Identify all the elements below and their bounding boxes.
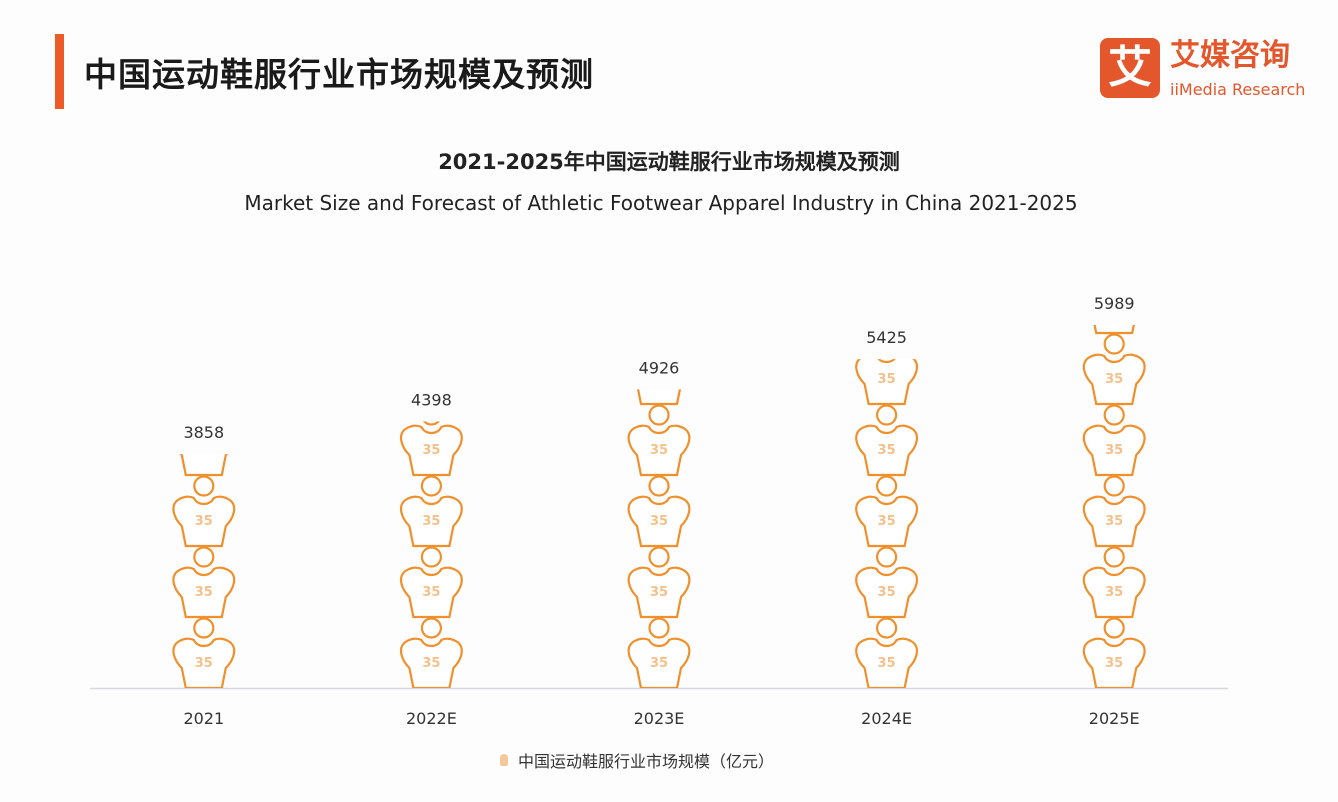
t-shirt-icon: 35 (627, 495, 691, 548)
circle-icon (875, 546, 898, 568)
t-shirt-icon: 35 (399, 566, 463, 619)
svg-text:35: 35 (878, 443, 896, 458)
logo-name-en: iiMedia Research (1170, 80, 1306, 99)
t-shirt-icon: 35 (399, 424, 463, 477)
t-shirt-icon: 35 (172, 495, 236, 548)
bar-2021: 35 35 35 (172, 454, 236, 688)
logo-mark: 艾 (1100, 38, 1160, 98)
data-label: 4398 (411, 390, 452, 409)
svg-text:35: 35 (1105, 656, 1123, 671)
t-shirt-icon: 35 (399, 637, 463, 688)
t-shirt-icon: 35 (627, 424, 691, 477)
svg-text:35: 35 (422, 585, 440, 600)
svg-text:35: 35 (650, 656, 668, 671)
svg-text:35: 35 (650, 443, 668, 458)
t-shirt-icon: 35 (1082, 424, 1146, 477)
circle-icon (1103, 475, 1125, 497)
x-tick-label: 2022E (406, 709, 457, 728)
t-shirt-icon: 35 (627, 637, 691, 688)
svg-text:35: 35 (878, 514, 896, 529)
circle-icon (1103, 617, 1125, 639)
svg-text:35: 35 (878, 585, 896, 600)
t-shirt-icon: 35 (855, 566, 919, 619)
circle-icon (875, 404, 898, 426)
t-shirt-icon: 35 (627, 566, 691, 619)
t-shirt-icon: 35 (855, 637, 919, 688)
svg-text:35: 35 (650, 585, 668, 600)
circle-icon (875, 617, 898, 639)
bar-2022E: 35 35 35 35 (399, 421, 463, 688)
svg-text:35: 35 (195, 656, 213, 671)
circle-icon (422, 421, 440, 426)
circle-icon (1103, 333, 1125, 355)
x-tick-label: 2024E (861, 709, 912, 728)
t-shirt-icon: 35 (1082, 495, 1146, 548)
t-shirt-icon (636, 389, 682, 406)
chart-title: 2021-2025年中国运动鞋服行业市场规模及预测 (438, 150, 900, 174)
svg-text:35: 35 (422, 443, 440, 458)
circle-icon (420, 546, 442, 568)
legend-label: 中国运动鞋服行业市场规模（亿元） (518, 752, 775, 771)
t-shirt-icon: 35 (1082, 353, 1146, 406)
t-shirt-icon: 35 (855, 495, 919, 548)
circle-icon (1103, 546, 1125, 568)
svg-text:35: 35 (1105, 443, 1123, 458)
x-tick-label: 2023E (634, 709, 685, 728)
legend[interactable]: 中国运动鞋服行业市场规模（亿元） (500, 748, 774, 772)
t-shirt-icon: 35 (1082, 637, 1146, 688)
svg-text:35: 35 (650, 514, 668, 529)
svg-text:35: 35 (422, 656, 440, 671)
t-shirt-icon: 35 (399, 495, 463, 548)
circle-icon (193, 617, 215, 639)
title-accent-bar (55, 34, 64, 109)
circle-icon (420, 617, 442, 639)
svg-text:35: 35 (1105, 514, 1123, 529)
svg-text:35: 35 (878, 656, 896, 671)
t-shirt-icon: 35 (1082, 566, 1146, 619)
legend-symbol-icon (500, 754, 508, 766)
svg-text:35: 35 (195, 514, 213, 529)
data-label: 4926 (639, 358, 680, 377)
circle-icon (648, 546, 670, 568)
circle-icon (1103, 404, 1125, 426)
x-tick-label: 2021 (183, 709, 224, 728)
circle-icon (193, 475, 215, 497)
t-shirt-icon: 35 (172, 637, 236, 688)
data-label: 5989 (1094, 294, 1135, 313)
chart-subtitle: Market Size and Forecast of Athletic Foo… (244, 191, 1078, 215)
bar-2025E: 35 35 35 35 35 (1082, 325, 1146, 688)
page-title: 中国运动鞋服行业市场规模及预测 (84, 55, 594, 94)
circle-icon (875, 475, 898, 497)
data-label: 3858 (183, 423, 224, 442)
t-shirt-icon: 35 (855, 359, 919, 406)
data-label: 5425 (866, 328, 907, 347)
circle-icon (193, 546, 215, 568)
t-shirt-icon (179, 454, 229, 477)
t-shirt-icon: 35 (855, 424, 919, 477)
svg-text:35: 35 (1105, 585, 1123, 600)
circle-icon (648, 475, 670, 497)
circle-icon (648, 404, 670, 426)
svg-text:35: 35 (195, 585, 213, 600)
logo-name-cn: 艾媒咨询 (1170, 38, 1290, 73)
circle-icon (648, 617, 670, 639)
logo: 艾 艾媒咨询 iiMedia Research (1100, 38, 1325, 102)
t-shirt-icon (1093, 325, 1135, 335)
svg-text:35: 35 (1105, 372, 1123, 387)
bar-2024E: 35 35 35 35 35 (855, 359, 919, 688)
t-shirt-icon: 35 (172, 566, 236, 619)
svg-text:35: 35 (422, 514, 440, 529)
circle-icon (420, 475, 442, 497)
bar-2023E: 35 35 35 35 (627, 389, 691, 688)
x-tick-label: 2025E (1089, 709, 1140, 728)
svg-text:35: 35 (878, 372, 896, 387)
